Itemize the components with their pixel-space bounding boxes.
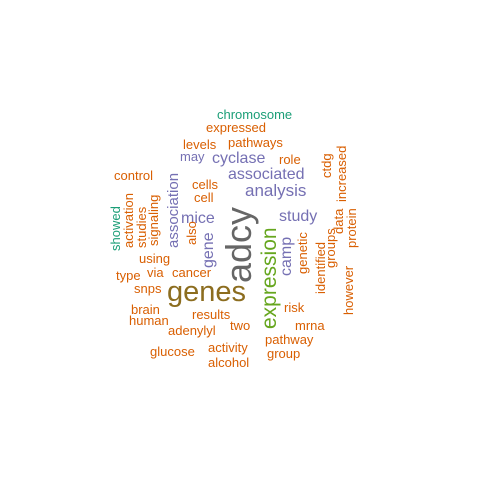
word-ctdg: ctdg [319, 153, 334, 178]
word-genes: genes [167, 276, 246, 308]
word-identified: identified [313, 242, 328, 294]
word-may: may [180, 149, 205, 164]
word-control: control [114, 168, 153, 183]
word-chromosome: chromosome [217, 107, 292, 122]
word-study: study [279, 208, 317, 225]
word-via: via [147, 265, 164, 280]
word-cancer: cancer [172, 265, 212, 280]
word-results: results [192, 307, 231, 322]
word-data: data [331, 208, 346, 234]
word-also: also [184, 221, 199, 245]
word-groups: groups [323, 228, 338, 268]
word-expressed: expressed [206, 120, 266, 135]
word-adenylyl: adenylyl [168, 323, 216, 338]
word-group: group [267, 346, 300, 361]
word-increased: increased [334, 146, 349, 202]
word-using: using [139, 251, 170, 266]
word-expression: expression [258, 227, 281, 329]
word-cyclase: cyclase [212, 150, 265, 167]
word-associated: associated [228, 166, 305, 183]
word-mrna: mrna [295, 318, 325, 333]
word-pathway: pathway [265, 332, 314, 347]
word-however: however [341, 265, 356, 315]
word-brain: brain [131, 302, 160, 317]
word-role: role [279, 152, 301, 167]
word-camp: camp [278, 237, 295, 276]
word-adcy: adcy [218, 207, 259, 283]
word-pathways: pathways [228, 135, 283, 150]
word-two: two [230, 318, 250, 333]
word-activation: activation [121, 193, 136, 248]
word-genetic: genetic [295, 232, 310, 274]
word-gene: gene [200, 232, 217, 268]
word-signaling: signaling [146, 195, 161, 246]
word-cell: cell [194, 190, 214, 205]
word-association: association [165, 173, 182, 248]
word-mice: mice [181, 210, 215, 227]
word-snps: snps [134, 281, 162, 296]
word-cells: cells [192, 177, 219, 192]
word-risk: risk [284, 300, 305, 315]
word-levels: levels [183, 137, 217, 152]
word-alcohol: alcohol [208, 355, 249, 370]
word-glucose: glucose [150, 344, 195, 359]
word-type: type [116, 268, 141, 283]
word-protein: protein [344, 208, 359, 248]
word-showed: showed [108, 206, 123, 251]
word-studies: studies [134, 206, 149, 248]
word-analysis: analysis [245, 181, 306, 200]
word-activity: activity [208, 340, 248, 355]
word-human: human [129, 313, 169, 328]
